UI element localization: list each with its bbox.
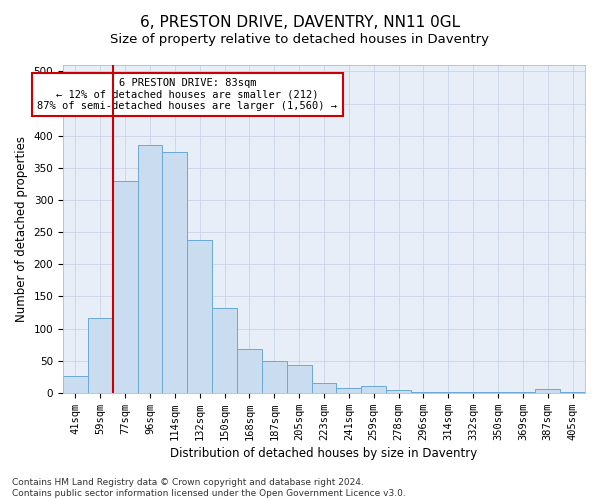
Bar [461,392,485,393]
Bar [63,376,88,393]
Bar [311,383,337,393]
Bar [212,308,237,393]
Bar [262,362,287,393]
Bar [485,392,511,393]
Bar [560,392,585,393]
Bar [361,386,386,393]
Bar [511,392,535,393]
Bar [411,392,436,393]
Bar [163,152,187,393]
Bar [113,180,137,393]
Text: Contains HM Land Registry data © Crown copyright and database right 2024.
Contai: Contains HM Land Registry data © Crown c… [12,478,406,498]
Bar [187,240,212,393]
Bar [287,365,311,393]
Bar [535,389,560,393]
Bar [237,349,262,393]
X-axis label: Distribution of detached houses by size in Daventry: Distribution of detached houses by size … [170,447,478,460]
Bar [88,318,113,393]
Bar [137,146,163,393]
Text: 6 PRESTON DRIVE: 83sqm
← 12% of detached houses are smaller (212)
87% of semi-de: 6 PRESTON DRIVE: 83sqm ← 12% of detached… [37,78,337,111]
Bar [436,392,461,393]
Text: Size of property relative to detached houses in Daventry: Size of property relative to detached ho… [110,32,490,46]
Y-axis label: Number of detached properties: Number of detached properties [15,136,28,322]
Bar [386,390,411,393]
Text: 6, PRESTON DRIVE, DAVENTRY, NN11 0GL: 6, PRESTON DRIVE, DAVENTRY, NN11 0GL [140,15,460,30]
Bar [337,388,361,393]
